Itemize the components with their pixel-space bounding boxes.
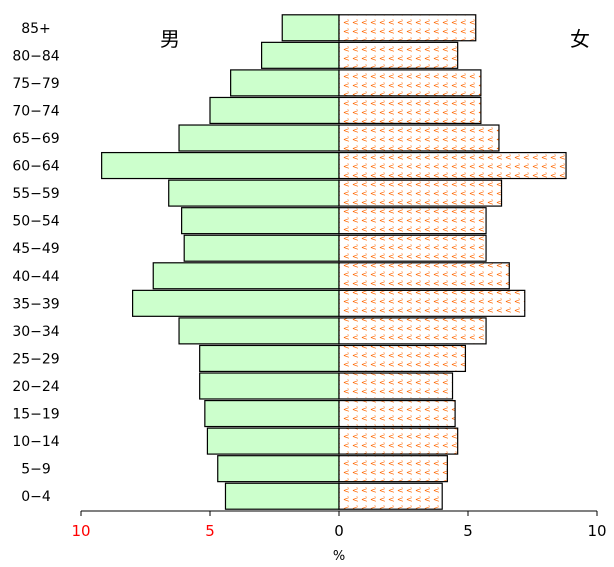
y-tick-label: 20−24 xyxy=(12,379,59,395)
bar-left-85+ xyxy=(281,14,340,42)
x-axis: 10 5 0 5 10 xyxy=(71,510,607,540)
bar-right-35-39 xyxy=(338,289,526,317)
bar-left-65-69 xyxy=(178,124,340,152)
y-tick-label: 35−39 xyxy=(12,296,59,312)
y-tick-label: 30−34 xyxy=(12,324,59,340)
y-tick-label: 60−64 xyxy=(12,159,59,175)
bar-right-75-79 xyxy=(338,69,482,97)
x-tick-label: 10 xyxy=(71,522,90,540)
bar-right-55-59 xyxy=(338,179,503,207)
bar-right-30-34 xyxy=(338,317,487,345)
bar-right-65-69 xyxy=(338,124,500,152)
bar-left-5-9 xyxy=(217,455,340,483)
y-tick-label: 70−74 xyxy=(12,103,59,119)
bar-left-35-39 xyxy=(132,289,340,317)
y-tick-label: 5−9 xyxy=(21,462,51,478)
y-tick-label: 80−84 xyxy=(12,48,59,64)
y-tick-labels: 0−4 5−9 10−14 15−19 20−24 25−29 30−34 35−39 40−4… xyxy=(12,21,59,505)
x-tick-label: 5 xyxy=(205,522,215,540)
bar-right-40-44 xyxy=(338,262,510,290)
y-tick-label: 55−59 xyxy=(12,186,59,202)
bar-right-80-84 xyxy=(338,41,459,69)
bars-layer xyxy=(101,14,567,510)
bar-left-20-24 xyxy=(199,372,340,400)
bar-right-45-49 xyxy=(338,234,487,262)
x-tick-label: 0 xyxy=(334,522,344,540)
bar-right-85+ xyxy=(338,14,477,42)
y-tick-label: 0−4 xyxy=(21,489,51,505)
bar-left-45-49 xyxy=(183,234,340,262)
bar-right-15-19 xyxy=(338,399,456,428)
bar-left-30-34 xyxy=(178,317,340,345)
left-side-label: 男 xyxy=(160,27,180,51)
right-side-label: 女 xyxy=(570,27,590,51)
y-tick-label: 65−69 xyxy=(12,131,59,147)
bar-left-25-29 xyxy=(199,344,340,373)
bar-left-15-19 xyxy=(204,399,340,428)
bar-right-0-4 xyxy=(338,482,443,510)
y-tick-label: 50−54 xyxy=(12,214,59,230)
x-tick-label: 5 xyxy=(463,522,473,540)
y-tick-label: 40−44 xyxy=(12,269,59,285)
y-tick-label: 15−19 xyxy=(12,407,59,423)
bar-left-55-59 xyxy=(168,179,340,207)
bar-left-10-14 xyxy=(206,427,340,455)
bar-left-75-79 xyxy=(230,69,340,97)
bar-left-80-84 xyxy=(261,41,340,69)
bar-right-10-14 xyxy=(338,427,459,455)
bar-left-40-44 xyxy=(152,262,340,290)
y-tick-label: 85+ xyxy=(21,21,51,37)
bar-left-60-64 xyxy=(101,151,340,180)
y-tick-label: 25−29 xyxy=(12,351,59,367)
bar-right-20-24 xyxy=(338,372,454,400)
x-tick-label: 10 xyxy=(587,522,606,540)
x-axis-label: % xyxy=(333,549,345,564)
bar-left-70-74 xyxy=(209,96,340,125)
bar-left-0-4 xyxy=(224,482,340,510)
bar-right-50-54 xyxy=(338,207,487,235)
bar-left-50-54 xyxy=(181,207,340,235)
bar-right-60-64 xyxy=(338,151,567,180)
bar-right-5-9 xyxy=(338,455,448,483)
bar-right-25-29 xyxy=(338,344,467,373)
y-tick-label: 75−79 xyxy=(12,76,59,92)
y-tick-label: 45−49 xyxy=(12,241,59,257)
bar-right-70-74 xyxy=(338,96,482,125)
y-tick-label: 10−14 xyxy=(12,434,59,450)
